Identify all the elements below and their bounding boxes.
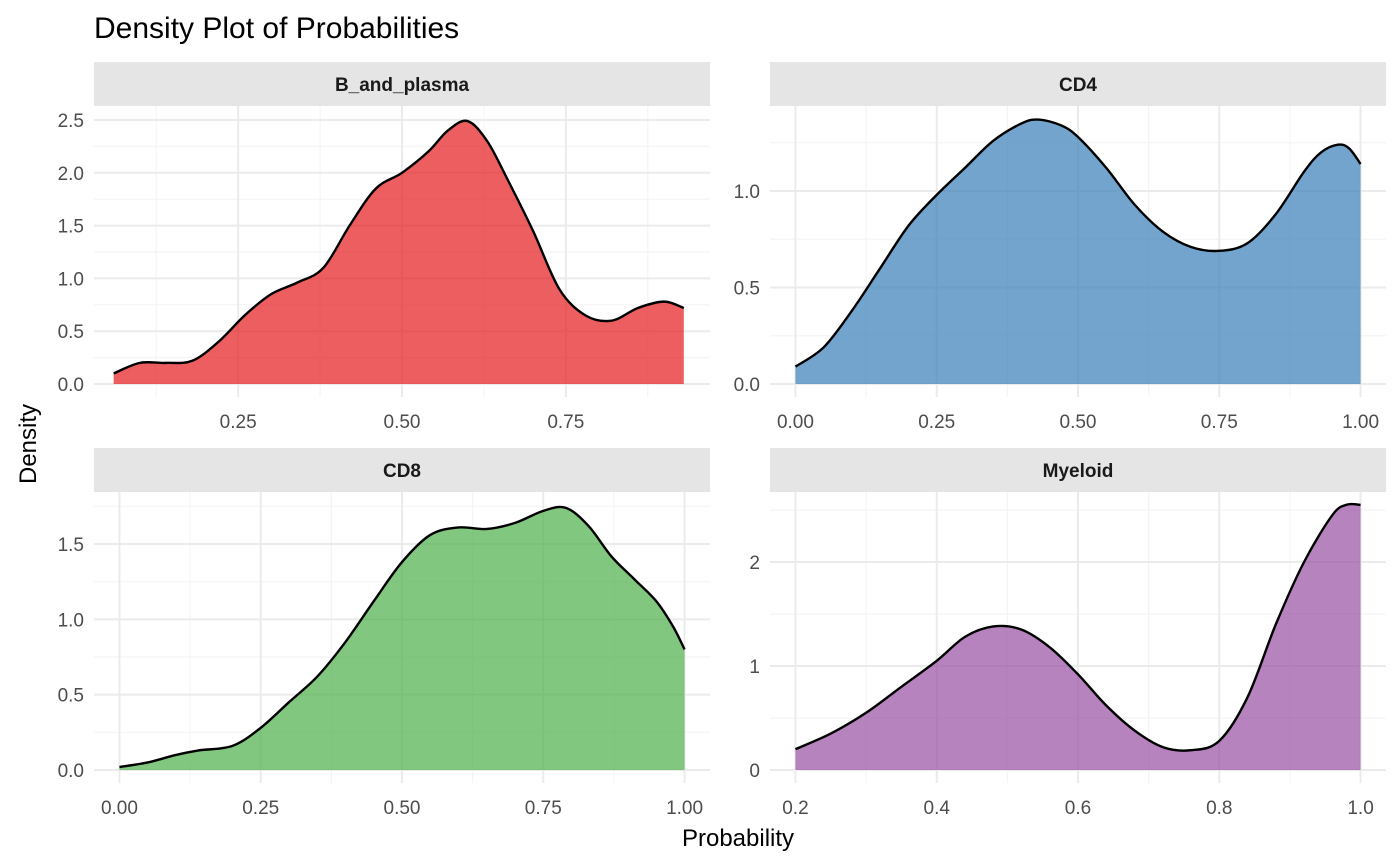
facet-cd8: CD8 0.00 0.25 0.50 0.75 1.00 0.0 0.5 1.0 1.5 <box>58 448 710 819</box>
facet-strip-label: B_and_plasma <box>335 75 470 96</box>
density-line-cd4 <box>794 118 1362 368</box>
x-tick-label: 0.8 <box>1206 798 1232 819</box>
facet-strip-label: CD8 <box>383 461 421 482</box>
x-tick-label: 0.25 <box>220 412 257 433</box>
x-tick-label: 0.75 <box>1201 412 1238 433</box>
density-area-cd4 <box>795 119 1361 384</box>
density-area-myeloid <box>795 504 1361 770</box>
x-tick-label: 0.00 <box>777 412 814 433</box>
y-tick-label: 0 <box>749 761 760 782</box>
x-tick-label: 1.00 <box>666 798 703 819</box>
x-tick-label: 1.00 <box>1342 412 1379 433</box>
facet-strip-label: Myeloid <box>1043 461 1114 482</box>
x-axis-title: Probability <box>682 825 794 852</box>
y-tick-label: 0.5 <box>58 686 84 707</box>
facet-strip <box>770 62 1386 106</box>
x-tick-label: 0.25 <box>918 412 955 433</box>
facet-strip <box>94 62 710 106</box>
density-line-b-and-plasma <box>113 119 685 375</box>
y-tick-label: 0.5 <box>58 322 84 343</box>
x-tick-label: 0.6 <box>1065 798 1091 819</box>
y-tick-label: 1.0 <box>734 182 760 203</box>
density-line-cd8 <box>119 505 686 769</box>
y-tick-label: 2.0 <box>58 164 84 185</box>
y-tick-label: 2 <box>749 553 760 574</box>
y-tick-label: 1.5 <box>58 217 84 238</box>
y-tick-label: 0.5 <box>734 279 760 300</box>
y-tick-label: 1.5 <box>58 535 84 556</box>
density-line-myeloid <box>794 502 1361 752</box>
x-tick-label: 0.50 <box>1060 412 1097 433</box>
facet-cd4: CD4 0.00 0.25 0.50 0.75 1.00 0.0 0.5 1.0 <box>734 62 1386 433</box>
x-tick-label: 0.50 <box>384 798 421 819</box>
y-tick-label: 0.0 <box>734 375 760 396</box>
facet-strip <box>770 448 1386 492</box>
y-tick-label: 0.0 <box>58 761 84 782</box>
x-tick-label: 0.2 <box>782 798 808 819</box>
density-area-cd8 <box>119 506 685 770</box>
x-tick-label: 0.75 <box>547 412 584 433</box>
facet-b-and-plasma: B_and_plasma 0.25 0.50 0.75 0.0 0.5 1.0 1.5 2.0 2… <box>58 62 710 433</box>
facet-strip-label: CD4 <box>1059 75 1097 96</box>
y-axis-title: Density <box>15 404 42 484</box>
x-tick-label: 0.75 <box>525 798 562 819</box>
y-tick-label: 0.0 <box>58 375 84 396</box>
chart-title: Density Plot of Probabilities <box>94 12 459 45</box>
x-tick-label: 0.00 <box>101 798 138 819</box>
x-tick-label: 0.25 <box>242 798 279 819</box>
facet-myeloid: Myeloid 0.2 0.4 0.6 0.8 1.0 0 1 2 <box>749 448 1386 819</box>
density-area-b-and-plasma <box>113 120 684 385</box>
facet-strip <box>94 448 710 492</box>
y-tick-label: 1.0 <box>58 269 84 290</box>
y-tick-label: 2.5 <box>58 111 84 132</box>
y-tick-label: 1.0 <box>58 610 84 631</box>
y-tick-label: 1 <box>749 657 760 678</box>
x-tick-label: 1.0 <box>1347 798 1373 819</box>
x-tick-label: 0.4 <box>924 798 951 819</box>
x-tick-label: 0.50 <box>384 412 421 433</box>
